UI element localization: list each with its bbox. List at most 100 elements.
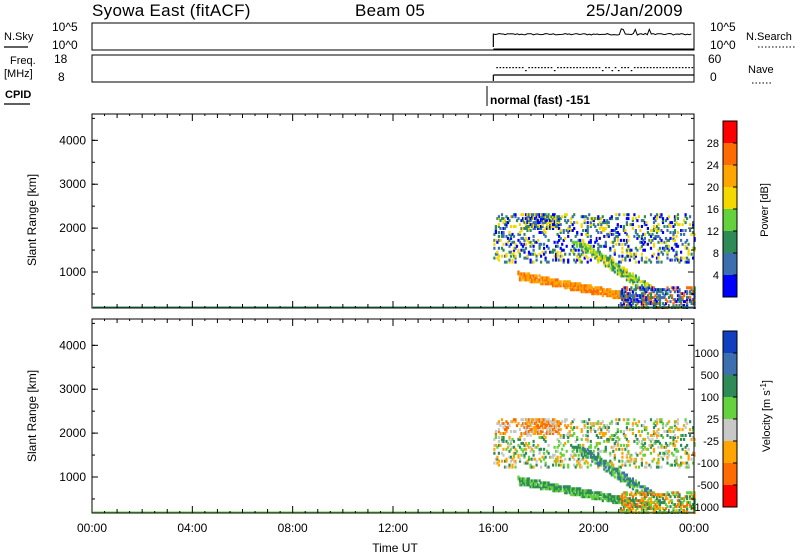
echo-cell <box>538 483 541 487</box>
echo-cell <box>615 495 618 499</box>
echo-cell <box>604 292 607 296</box>
echo-cell <box>580 489 583 493</box>
echo-cell <box>558 439 561 443</box>
echo-cell <box>529 418 532 422</box>
echo-cell <box>654 288 657 292</box>
echo-cell <box>505 223 508 227</box>
echo-cell <box>505 447 508 451</box>
echo-cell <box>654 505 657 509</box>
echo-cell <box>586 426 589 430</box>
echo-cell <box>607 497 610 501</box>
echo-cell <box>589 223 592 227</box>
echo-cell <box>535 428 538 432</box>
echo-cell <box>692 436 695 439</box>
echo-cell <box>531 447 534 451</box>
echo-cell <box>524 217 528 221</box>
echo-cell <box>505 242 508 246</box>
echo-cell <box>549 487 552 491</box>
echo-cell <box>657 434 660 437</box>
echo-cell <box>540 215 543 219</box>
echo-cell <box>502 447 505 451</box>
echo-cell <box>538 215 541 219</box>
echo-cell <box>535 424 538 428</box>
echo-cell <box>631 282 634 286</box>
echo-cell <box>552 418 555 422</box>
echo-cell <box>652 491 656 495</box>
echo-cell <box>607 258 610 262</box>
echo-cell <box>567 258 570 262</box>
echo-cell <box>573 258 576 262</box>
echo-cell <box>517 250 520 254</box>
echo-cell <box>568 286 571 290</box>
echo-cell <box>610 290 613 294</box>
echo-cell <box>547 422 550 426</box>
echo-cell <box>527 432 531 435</box>
echo-cell <box>661 246 665 250</box>
echo-cell <box>645 491 648 495</box>
echo-cell <box>681 497 684 501</box>
freq-point <box>662 67 665 69</box>
echo-cell <box>558 424 561 428</box>
echo-cell <box>582 447 585 451</box>
echo-cell <box>655 213 659 217</box>
echo-cell <box>508 449 511 453</box>
echo-cell <box>497 215 500 219</box>
echo-cell <box>594 495 597 499</box>
echo-cell <box>547 451 550 455</box>
echo-cell <box>532 274 535 278</box>
echo-cell <box>631 217 634 221</box>
echo-cell <box>549 483 552 487</box>
echo-cell <box>580 223 583 227</box>
echo-cell <box>606 264 609 268</box>
echo-cell <box>675 256 678 260</box>
echo-cell <box>661 288 665 292</box>
echo-cell <box>567 234 570 238</box>
echo-cell <box>666 229 669 232</box>
freq-point <box>585 67 588 69</box>
echo-cell <box>625 268 628 272</box>
echo-cell <box>597 465 600 469</box>
echo-cell <box>594 461 597 465</box>
echo-cell <box>606 292 609 296</box>
echo-cell <box>527 252 531 256</box>
echo-cell <box>534 217 537 221</box>
echo-cell <box>686 503 689 507</box>
echo-cell <box>658 493 662 497</box>
echo-cell <box>645 286 648 290</box>
echo-cell <box>693 296 696 300</box>
echo-cell <box>624 229 627 232</box>
echo-cell <box>657 248 660 252</box>
echo-cell <box>547 483 550 487</box>
echo-cell <box>652 495 656 499</box>
echo-cell <box>592 449 595 453</box>
echo-cell <box>531 457 534 461</box>
echo-cell <box>622 270 625 274</box>
echo-cell <box>514 418 517 422</box>
echo-cell <box>544 231 547 234</box>
echo-cell <box>686 451 689 455</box>
echo-cell <box>624 288 627 292</box>
echo-cell <box>619 477 622 481</box>
echo-cell <box>681 434 684 437</box>
echo-cell <box>651 491 654 495</box>
echo-cell <box>580 246 583 250</box>
echo-cell <box>508 463 511 467</box>
echo-cell <box>493 256 496 260</box>
echo-cell <box>652 430 656 433</box>
echo-cell <box>660 288 663 292</box>
echo-cell <box>652 296 656 300</box>
echo-cell <box>589 288 592 292</box>
echo-cell <box>654 503 657 507</box>
echo-cell <box>549 223 552 227</box>
echo-cell <box>689 286 692 290</box>
echo-cell <box>663 499 666 503</box>
echo-cell <box>628 493 631 497</box>
echo-cell <box>622 499 625 503</box>
echo-cell <box>652 242 656 246</box>
echo-cell <box>622 477 625 481</box>
echo-cell <box>506 217 510 221</box>
echo-cell <box>537 483 540 487</box>
echo-cell <box>550 250 553 254</box>
echo-cell <box>574 493 577 497</box>
echo-cell <box>543 213 546 217</box>
